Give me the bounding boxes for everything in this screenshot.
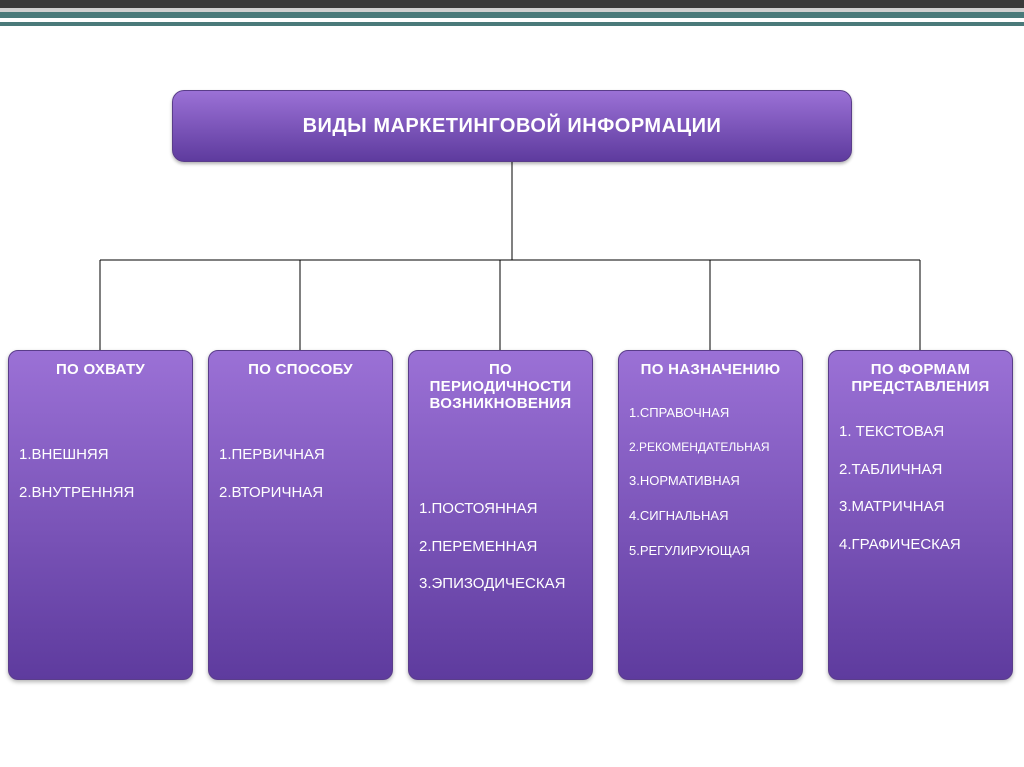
org-chart-diagram: ВИДЫ МАРКЕТИНГОВОЙ ИНФОРМАЦИИ ПО ОХВАТУ 1… (0, 40, 1024, 760)
branch-header: ПО ПЕРИОДИЧНОСТИ ВОЗНИКНОВЕНИЯ (419, 351, 582, 430)
branch-box: ПО ФОРМАМ ПРЕДСТАВЛЕНИЯ1. ТЕКСТОВАЯ2.ТАБ… (828, 350, 1013, 680)
branch-item: 1.ВНЕШНЯЯ (19, 436, 182, 474)
branch-item: 1.СПРАВОЧНАЯ (629, 396, 792, 431)
branch-item: 1.ПОСТОЯННАЯ (419, 490, 582, 528)
branch-box: ПО ОХВАТУ 1.ВНЕШНЯЯ2.ВНУТРЕННЯЯ (8, 350, 193, 680)
diagram-title-text: ВИДЫ МАРКЕТИНГОВОЙ ИНФОРМАЦИИ (303, 115, 722, 138)
branch-item: 4.ГРАФИЧЕСКАЯ (839, 526, 1002, 564)
branch-item: 2.ТАБЛИЧНАЯ (839, 451, 1002, 489)
branch-item: 3.ЭПИЗОДИЧЕСКАЯ (419, 565, 582, 603)
branch-item: 5.РЕГУЛИРУЮЩАЯ (629, 534, 792, 569)
branch-item: 3.МАТРИЧНАЯ (839, 488, 1002, 526)
branch-header: ПО ОХВАТУ (19, 351, 182, 396)
branch-item: 2.ПЕРЕМЕННАЯ (419, 528, 582, 566)
branch-item: 2.ВНУТРЕННЯЯ (19, 474, 182, 512)
branch-box: ПО НАЗНАЧЕНИЮ1.СПРАВОЧНАЯ2.РЕКОМЕНДАТЕЛЬ… (618, 350, 803, 680)
branch-item: 2.ВТОРИЧНАЯ (219, 474, 382, 512)
top-decorative-bar (0, 0, 1024, 26)
branch-item: 2.РЕКОМЕНДАТЕЛЬНАЯ (629, 431, 792, 465)
branch-header: ПО НАЗНАЧЕНИЮ (629, 351, 792, 396)
branch-item: 1.ПЕРВИЧНАЯ (219, 436, 382, 474)
branch-header: ПО ФОРМАМ ПРЕДСТАВЛЕНИЯ (839, 351, 1002, 413)
branch-item: 4.СИГНАЛЬНАЯ (629, 499, 792, 534)
branch-item: 3.НОРМАТИВНАЯ (629, 464, 792, 499)
branch-box: ПО ПЕРИОДИЧНОСТИ ВОЗНИКНОВЕНИЯ 1.ПОСТОЯНН… (408, 350, 593, 680)
branch-box: ПО СПОСОБУ 1.ПЕРВИЧНАЯ2.ВТОРИЧНАЯ (208, 350, 393, 680)
branch-header: ПО СПОСОБУ (219, 351, 382, 396)
diagram-title-box: ВИДЫ МАРКЕТИНГОВОЙ ИНФОРМАЦИИ (172, 90, 852, 162)
branch-item: 1. ТЕКСТОВАЯ (839, 413, 1002, 451)
